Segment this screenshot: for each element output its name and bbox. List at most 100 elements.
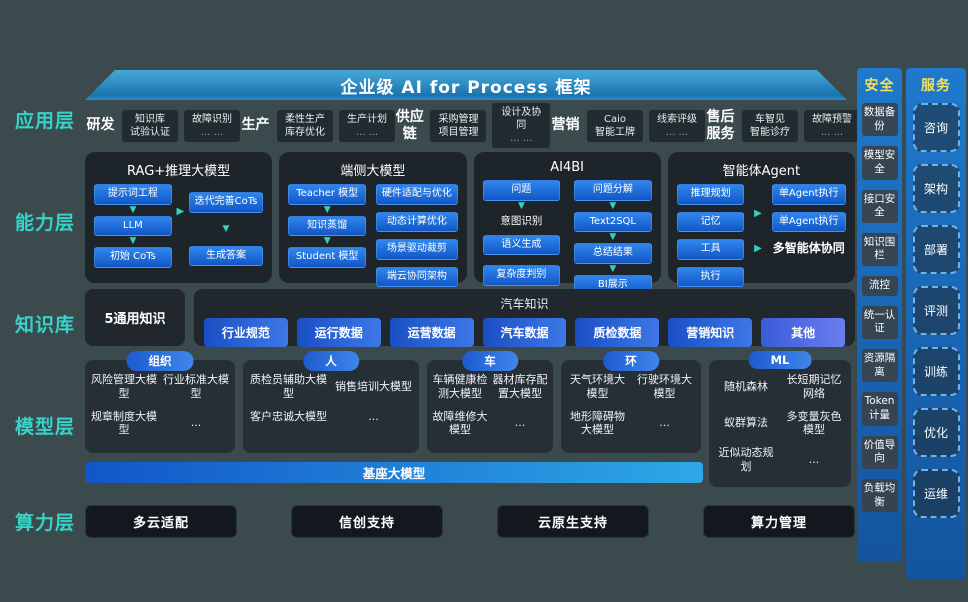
compute-box: 云原生支持 xyxy=(497,505,649,538)
layer-label-compute: 算力层 xyxy=(14,512,75,534)
model-group-tag: 人 xyxy=(303,351,359,371)
model-name: 长短期记忆网络 xyxy=(786,373,842,400)
ai4bi-panel: AI4BI 问题 ▼ 意图识别 语义生成 复杂度判别 问题分解 ▼ Text2S… xyxy=(473,152,661,295)
compute-box: 多云适配 xyxy=(85,505,237,538)
security-item: 数据备份 xyxy=(861,103,898,137)
flow-box: Student 模型 xyxy=(288,247,367,268)
layer-label-model: 模型层 xyxy=(14,416,75,438)
app-chip: 线索评级 ... ... xyxy=(649,109,705,142)
base-model-bar: 基座大模型 xyxy=(85,462,703,483)
model-name: 近似动态规划 xyxy=(718,446,774,473)
flow-box: 复杂度判别 xyxy=(482,265,561,286)
arrow-right-icon: ▶ xyxy=(176,206,185,217)
service-column: 服务 咨询 架构 部署 评测 训练 优化 运维 xyxy=(906,68,966,579)
flow-box: 问题 xyxy=(482,180,561,201)
app-chip-line: ... ... xyxy=(820,126,844,138)
app-chip-line: 线索评级 xyxy=(657,113,697,125)
knowledge-pill: 运营数据 xyxy=(389,318,474,347)
flow-box: 初始 CoTs xyxy=(94,247,172,268)
app-chip: Caio 智能工牌 xyxy=(587,109,643,142)
auto-knowledge-panel: 汽车知识 行业规范 运行数据 运营数据 汽车数据 质检数据 营销知识 其他 xyxy=(194,289,855,347)
app-chip: 故障识别 ... ... xyxy=(184,109,240,142)
app-chip-line: 项目管理 xyxy=(438,126,479,138)
service-item: 部署 xyxy=(912,225,960,274)
feature-box: 场景驱动裁剪 xyxy=(376,239,458,260)
model-name: 随机森林 xyxy=(724,379,768,393)
app-chip-line: Caio xyxy=(603,113,626,125)
model-name: 风险管理大模型 xyxy=(91,373,157,400)
arrow-right-icon: ▶ xyxy=(754,208,762,219)
service-header: 服务 xyxy=(921,78,951,94)
agent-exec-box: 单Agent执行 xyxy=(771,184,846,205)
application-layer-row: 研发 知识库 试验认证 故障识别 ... ... 生产 柔性生产 库存优化 生产… xyxy=(85,101,860,150)
app-chip-line: 设计及协同 xyxy=(501,107,542,131)
app-group-label: 售后服务 xyxy=(706,109,735,142)
feature-box: 动态计算优化 xyxy=(376,211,458,232)
feature-box: 硬件适配与优化 xyxy=(376,184,458,205)
arrow-down-icon: ▼ xyxy=(609,232,617,242)
agent-component-box: 推理规划 xyxy=(676,184,745,205)
auto-knowledge-title: 汽车知识 xyxy=(500,297,549,311)
app-chip: 设计及协同 ... ... xyxy=(492,103,550,148)
edge-model-panel: 端侧大模型 Teacher 模型 ▼ 知识蒸馏 ▼ Student 模型 硬件适… xyxy=(279,152,467,287)
service-item: 咨询 xyxy=(912,103,960,152)
model-group-tag: 环 xyxy=(603,351,659,371)
model-group-tag: 组织 xyxy=(126,351,194,371)
app-group-aftersales: 售后服务 车智见 智能诊疗 故障预警 ... ... xyxy=(705,109,860,142)
arrow-down-icon: ▼ xyxy=(609,200,617,211)
app-group-rd: 研发 知识库 试验认证 故障识别 ... ... xyxy=(85,109,240,142)
flow-box: 生成答案 xyxy=(188,245,264,266)
layer-label-knowledge: 知识库 xyxy=(14,314,75,336)
compute-layer-row: 多云适配 信创支持 云原生支持 算力管理 xyxy=(85,505,855,538)
flow-box: 知识蒸馏 xyxy=(288,215,367,236)
agent-component-box: 工具 xyxy=(676,239,745,260)
flow-box: Text2SQL xyxy=(573,211,652,232)
app-chip-line: 生产计划 xyxy=(347,113,387,125)
compute-box: 算力管理 xyxy=(703,505,855,538)
security-item: 接口安全 xyxy=(861,189,898,223)
model-name: ... xyxy=(514,416,526,430)
security-item: Token计量 xyxy=(861,392,898,426)
security-header: 安全 xyxy=(864,78,895,94)
multi-agent-caption: 多智能体协同 xyxy=(772,241,845,255)
app-chip-line: ... ... xyxy=(355,126,379,138)
model-group-environment: 环 天气环境大模型 行驶环境大模型 地形障碍物大模型... xyxy=(561,351,701,453)
app-chip: 故障预警 ... ... xyxy=(804,109,860,142)
app-chip: 车智见 智能诊疗 xyxy=(742,109,798,142)
arrow-down-icon: ▼ xyxy=(129,204,137,215)
model-name: 故障维修大模型 xyxy=(432,409,488,437)
compute-box: 信创支持 xyxy=(291,505,443,538)
flow-box: 问题分解 xyxy=(573,180,652,201)
app-group-marketing: 营销 Caio 智能工牌 线索评级 ... ... xyxy=(550,109,705,142)
model-name: 天气环境大模型 xyxy=(570,373,625,400)
knowledge-pill: 其他 xyxy=(761,318,846,347)
app-group-label: 生产 xyxy=(241,117,270,134)
knowledge-pill: 运行数据 xyxy=(296,318,381,347)
model-group-organization: 组织 风险管理大模型 行业标准大模型 规章制度大模型... xyxy=(85,351,235,453)
app-group-label: 供应链 xyxy=(395,109,424,142)
agent-component-box: 执行 xyxy=(676,266,745,287)
app-chip: 柔性生产 库存优化 xyxy=(277,109,333,142)
app-chip-line: 智能工牌 xyxy=(595,126,635,138)
panel-title: RAG+推理大模型 xyxy=(127,164,231,179)
app-group-supply-chain: 供应链 采购管理 项目管理 设计及协同 ... ... xyxy=(395,103,550,148)
model-group-people: 人 质检员辅助大模型 销售培训大模型 客户忠诚大模型... xyxy=(243,351,419,453)
security-column: 安全 数据备份 模型安全 接口安全 知识围栏 流控 统一认证 资源隔离 Token计量 价值导向… xyxy=(857,68,902,562)
flow-box: 总结结果 xyxy=(573,243,652,264)
flow-box: 迭代完善CoTs xyxy=(188,192,264,213)
agent-component-box: 记忆 xyxy=(676,211,745,232)
arrow-down-icon: ▼ xyxy=(323,236,331,246)
model-name: 行驶环境大模型 xyxy=(637,373,692,400)
panel-title: 端侧大模型 xyxy=(340,164,406,179)
app-chip-line: 采购管理 xyxy=(438,113,479,125)
knowledge-pill: 营销知识 xyxy=(668,318,753,347)
model-name: 行业标准大模型 xyxy=(163,373,229,400)
knowledge-layer-row: 5通用知识 汽车知识 行业规范 运行数据 运营数据 汽车数据 质检数据 营销知识 其他 xyxy=(85,289,855,347)
flow-box: 语义生成 xyxy=(482,234,561,255)
knowledge-pill: 汽车数据 xyxy=(482,318,567,347)
flow-label: 意图识别 xyxy=(500,214,543,227)
layer-label-application: 应用层 xyxy=(14,110,75,132)
model-name: ... xyxy=(368,409,379,423)
security-item: 流控 xyxy=(861,276,898,296)
